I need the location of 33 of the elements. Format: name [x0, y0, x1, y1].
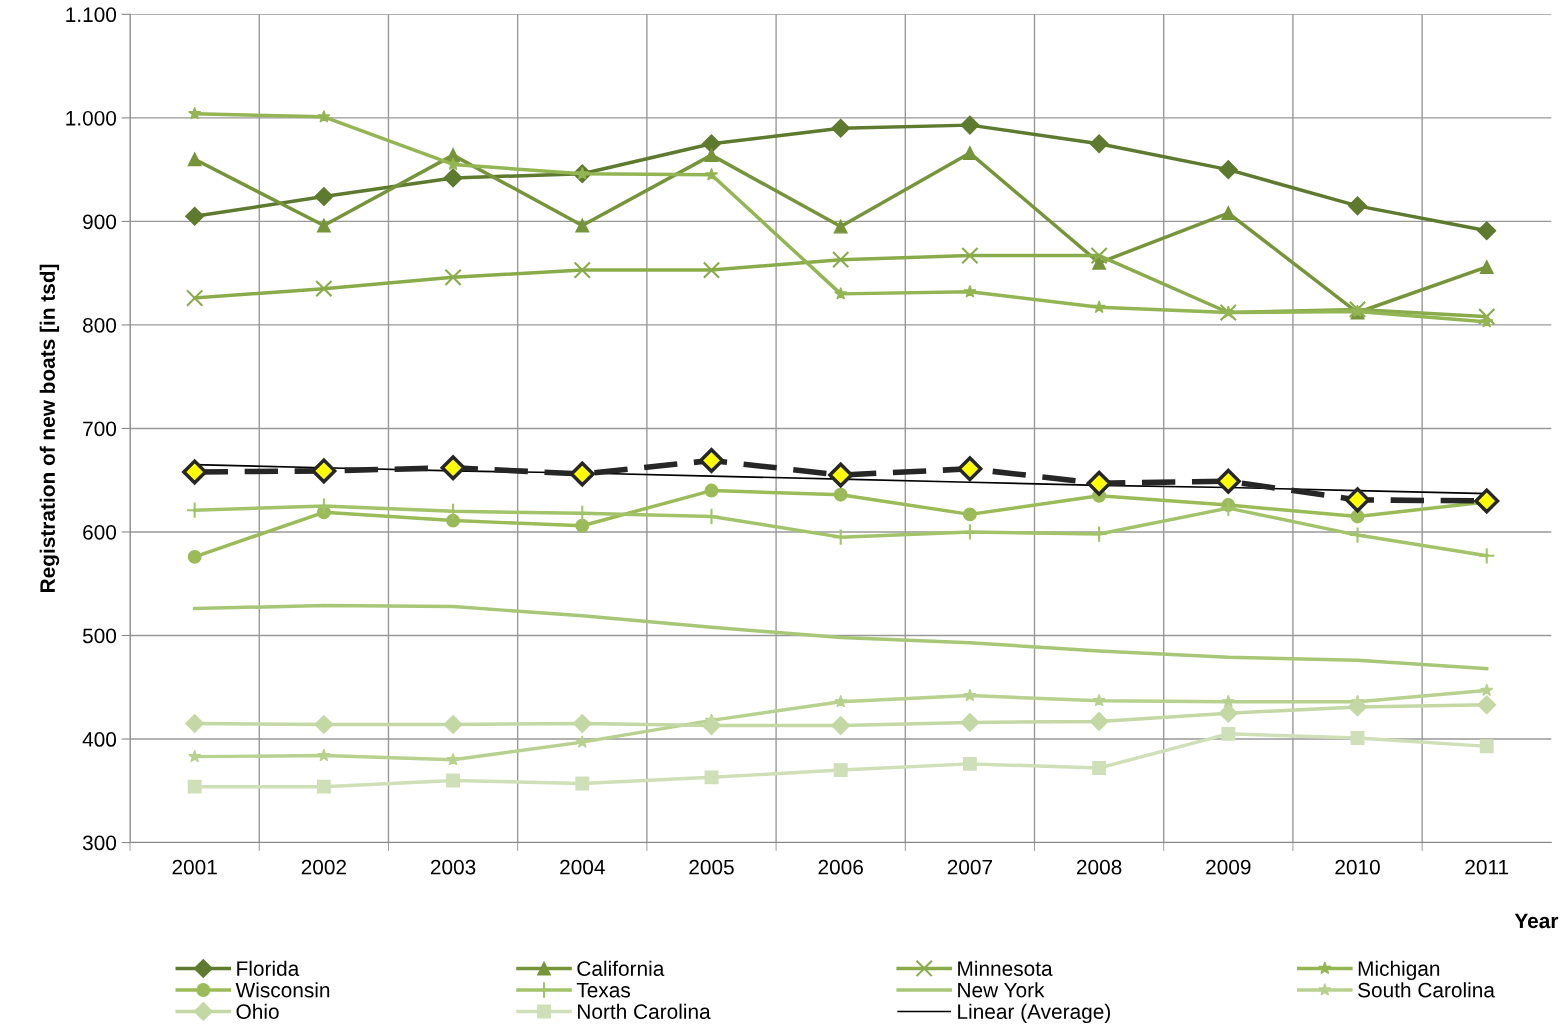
x-axis-title: Year	[1514, 913, 1559, 929]
legend-label: Michigan	[1358, 960, 1440, 981]
y-tick-label: 400	[82, 732, 117, 747]
legend-label: South Carolina	[1358, 982, 1495, 998]
y-axis-title: Registration of new boats [in tsd]	[39, 264, 60, 592]
legend-label: Wisconsin	[235, 982, 330, 998]
x-tick-label: 2010	[1335, 859, 1380, 875]
x-tick-label: 2001	[172, 859, 217, 875]
x-tick-label: 2009	[1206, 859, 1251, 875]
x-tick-label: 2006	[818, 859, 863, 875]
y-tick-label: 600	[83, 524, 117, 540]
legend-label: New York	[958, 982, 1045, 998]
legend-label: Ohio	[236, 1003, 279, 1019]
y-tick-label: 800	[83, 317, 117, 333]
legend-label: California	[577, 960, 665, 976]
legend-label: North Carolina	[578, 1003, 711, 1019]
x-tick-label: 2008	[1076, 859, 1122, 875]
legend-label: Florida	[237, 960, 300, 976]
y-tick-label: 300	[82, 835, 117, 851]
x-tick-label: 2004	[560, 859, 605, 875]
x-tick-label: 2003	[430, 859, 476, 875]
y-tick-label: 500	[82, 628, 117, 644]
y-tick-label: 700	[83, 421, 117, 437]
y-tick-label: 900	[83, 214, 117, 230]
x-tick-label: 2007	[947, 859, 993, 875]
y-tick-label: 1.000	[66, 110, 117, 126]
x-tick-label: 2011	[1465, 859, 1509, 875]
legend-label: Linear (Average)	[958, 1003, 1110, 1024]
y-tick-label: 1.100	[66, 7, 117, 23]
x-tick-label: 2005	[689, 859, 734, 875]
x-tick-label: 2002	[301, 859, 346, 875]
legend-label: Texas	[576, 982, 630, 998]
legend-label: Minnesota	[958, 960, 1053, 976]
